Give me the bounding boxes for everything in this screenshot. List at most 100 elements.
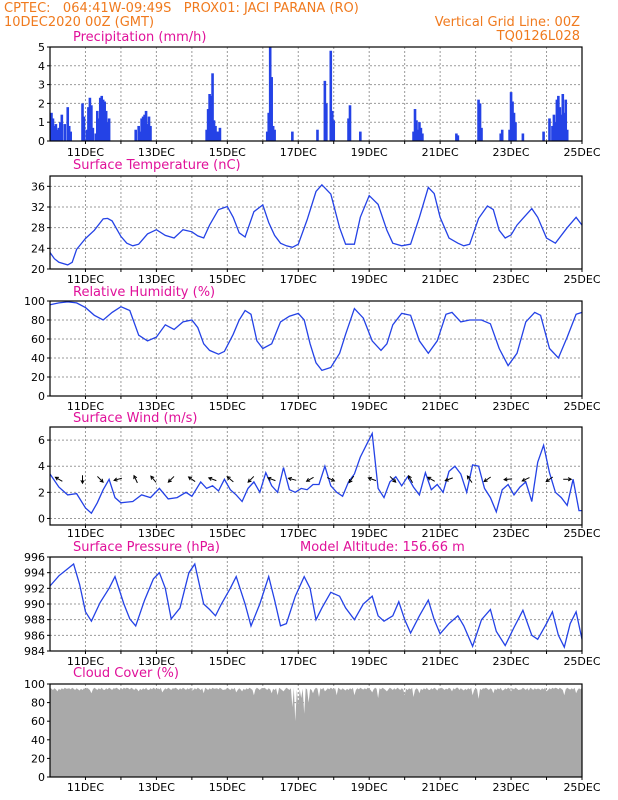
precip-bar: [421, 133, 424, 141]
y-tick-label: 0: [38, 390, 45, 403]
x-tick-label: 23DEC: [493, 781, 530, 794]
wind-arrow: [503, 477, 513, 482]
precip-bar: [82, 116, 86, 141]
x-tick-label: 19DEC: [351, 781, 388, 794]
precip-bar: [565, 129, 569, 141]
rh-series-line: [49, 301, 583, 372]
x-tick-label: 21DEC: [422, 527, 459, 540]
x-tick-label: 25DEC: [563, 273, 600, 286]
precip-bar: [329, 50, 333, 142]
precip-bar: [147, 116, 151, 141]
precip-bar: [552, 114, 556, 141]
y-tick-label: 80: [31, 697, 45, 710]
x-tick-label: 15DEC: [209, 781, 246, 794]
wind-arrow: [97, 476, 104, 483]
wind-arrow: [167, 476, 175, 483]
precip-bar: [557, 95, 560, 141]
precip-bar: [499, 133, 503, 141]
wind-arrow: [266, 476, 276, 482]
precip-bar: [347, 118, 350, 141]
x-tick-label: 21DEC: [422, 781, 459, 794]
precip-bar: [59, 122, 62, 141]
wind-title: Surface Wind (m/s): [73, 411, 197, 426]
x-tick-label: 13DEC: [138, 781, 175, 794]
precip-bar: [101, 99, 105, 141]
y-tick-label: 28: [31, 222, 45, 235]
wind-arrow: [305, 476, 314, 482]
y-tick-label: 100: [24, 678, 45, 691]
precip-bar: [146, 124, 149, 141]
x-tick-label: 17DEC: [280, 655, 317, 668]
precip-bar: [205, 129, 208, 141]
x-tick-label: 17DEC: [280, 273, 317, 286]
wind-series-line: [49, 431, 582, 515]
y-tick-label: 994: [24, 567, 45, 580]
x-tick-label: 11DEC: [67, 527, 104, 540]
precip-bar: [325, 103, 328, 141]
precip-bar: [149, 125, 152, 141]
pres-subtitle: Model Altitude: 156.66 m: [300, 540, 465, 555]
cloud-area: [50, 687, 582, 777]
precip-bar: [562, 112, 566, 141]
precip-bar: [215, 131, 219, 141]
precip-bar: [332, 120, 336, 141]
x-tick-label: 23DEC: [493, 527, 530, 540]
precip-bar: [97, 118, 101, 141]
precip-bar: [69, 131, 72, 141]
precip-bar: [415, 120, 418, 141]
pres-title: Surface Pressure (hPa): [73, 540, 220, 555]
cloud-frame: [49, 683, 583, 778]
temp-panel: 20 24 28 32 36 11DEC 13DEC 15DEC 17DEC 19DEC 21DEC…: [31, 158, 601, 286]
x-tick-label: 25DEC: [563, 400, 600, 413]
y-tick-label: 2: [38, 97, 45, 110]
wind-arrow: [545, 476, 554, 483]
x-tick-label: 15DEC: [209, 146, 246, 159]
x-tick-label: 11DEC: [67, 781, 104, 794]
wind-arrow: [187, 476, 196, 482]
x-tick-label: 13DEC: [138, 655, 175, 668]
x-tick-label: 25DEC: [563, 655, 600, 668]
temp-title: Surface Temperature (nC): [73, 158, 241, 173]
precip-bar: [140, 118, 143, 141]
x-tick-label: 23DEC: [493, 273, 530, 286]
precip-bar: [138, 131, 142, 141]
y-tick-label: 100: [24, 295, 45, 308]
precip-bar: [558, 107, 562, 141]
x-tick-label: 17DEC: [280, 400, 317, 413]
precip-bar: [53, 125, 56, 141]
precip-bar: [509, 92, 513, 141]
precip-bar: [209, 95, 213, 141]
cloud-panel: 0 20 40 60 80 100 11DEC 13DEC 15DEC 17DEC 19DEC 21D…: [24, 666, 601, 794]
wind-arrow: [287, 476, 297, 482]
precip-bar: [412, 131, 415, 141]
rh-title: Relative Humidity (%): [73, 285, 215, 300]
precip-bar: [104, 110, 108, 141]
precip-bar: [103, 101, 106, 141]
wind-arrow: [408, 474, 414, 483]
precip-bar: [87, 107, 90, 141]
x-tick-label: 21DEC: [422, 400, 459, 413]
precip-bar: [268, 47, 272, 141]
x-tick-label: 17DEC: [280, 146, 317, 159]
x-tick-label: 11DEC: [67, 400, 104, 413]
precip-bar: [91, 127, 95, 141]
precip-bar: [95, 110, 99, 141]
precip-title: Precipitation (mm/h): [73, 30, 206, 45]
precip-bar: [107, 118, 111, 141]
x-tick-label: 13DEC: [138, 527, 175, 540]
y-tick-label: 6: [38, 434, 45, 447]
precip-bar: [480, 127, 483, 141]
x-tick-label: 13DEC: [138, 400, 175, 413]
y-tick-label: 24: [31, 242, 45, 255]
precip-bar: [218, 127, 222, 141]
precip-bar: [514, 122, 517, 141]
header-model-id: TQ0126L028: [496, 29, 580, 44]
precip-bar: [211, 73, 214, 141]
wind-arrow: [563, 477, 573, 482]
x-tick-label: 19DEC: [351, 527, 388, 540]
precip-bar: [273, 129, 276, 141]
x-tick-label: 15DEC: [209, 400, 246, 413]
precip-bar: [100, 95, 104, 141]
precip-bar: [348, 105, 352, 141]
x-tick-label: 21DEC: [422, 655, 459, 668]
